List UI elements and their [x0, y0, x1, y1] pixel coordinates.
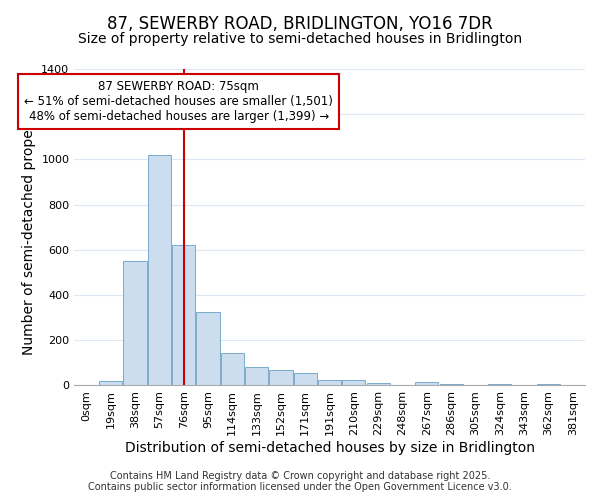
Bar [124, 261, 146, 386]
Bar [269, 370, 293, 386]
Bar [440, 384, 463, 386]
Bar [148, 155, 171, 386]
Bar [367, 383, 390, 386]
Bar [245, 368, 268, 386]
Bar [99, 381, 122, 386]
Bar [294, 373, 317, 386]
X-axis label: Distribution of semi-detached houses by size in Bridlington: Distribution of semi-detached houses by … [125, 441, 535, 455]
Bar [172, 246, 195, 386]
Bar [488, 384, 511, 386]
Bar [318, 380, 341, 386]
Text: Contains HM Land Registry data © Crown copyright and database right 2025.
Contai: Contains HM Land Registry data © Crown c… [88, 471, 512, 492]
Y-axis label: Number of semi-detached properties: Number of semi-detached properties [22, 99, 35, 355]
Bar [415, 382, 439, 386]
Bar [537, 384, 560, 386]
Text: 87, SEWERBY ROAD, BRIDLINGTON, YO16 7DR: 87, SEWERBY ROAD, BRIDLINGTON, YO16 7DR [107, 15, 493, 33]
Bar [221, 352, 244, 386]
Text: Size of property relative to semi-detached houses in Bridlington: Size of property relative to semi-detach… [78, 32, 522, 46]
Text: 87 SEWERBY ROAD: 75sqm
← 51% of semi-detached houses are smaller (1,501)
48% of : 87 SEWERBY ROAD: 75sqm ← 51% of semi-det… [25, 80, 333, 124]
Bar [343, 380, 365, 386]
Bar [196, 312, 220, 386]
